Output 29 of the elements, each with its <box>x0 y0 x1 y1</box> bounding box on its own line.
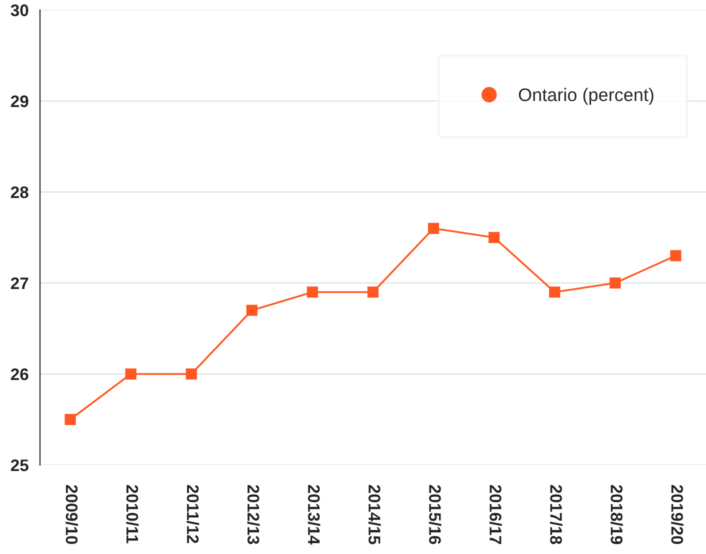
y-tick-label: 30 <box>10 4 28 16</box>
point <box>670 250 682 262</box>
x-tick-label: 2009/10 <box>66 485 78 544</box>
point <box>64 414 76 426</box>
y-tick-label: 29 <box>10 95 28 108</box>
point <box>246 304 258 316</box>
x-tick-label: 2010/11 <box>126 485 139 544</box>
point <box>549 286 560 298</box>
x-tick-label: 2011/12 <box>186 485 200 544</box>
x-tick-label: 2013/14 <box>308 485 320 545</box>
point <box>610 277 621 289</box>
y-tick-label: 25 <box>10 459 28 472</box>
point <box>367 286 379 298</box>
x-tick-label: 2014/15 <box>368 485 381 544</box>
point <box>428 222 440 234</box>
point <box>125 368 136 380</box>
x-tick-label: 2017/18 <box>550 485 562 544</box>
y-tick-label: 26 <box>10 368 28 380</box>
point <box>306 286 318 298</box>
point <box>186 368 197 380</box>
x-tick-label: 2018/19 <box>610 485 623 544</box>
x-tick-label: 2015/16 <box>428 485 442 544</box>
x-tick-label: 2019/20 <box>671 485 684 544</box>
x-tick-label: 2016/17 <box>489 485 502 544</box>
legend-label: Ontario (percent) <box>518 88 654 105</box>
y-tick-label: 27 <box>10 277 28 290</box>
x-tick-label: 2012/13 <box>247 485 260 544</box>
y-tick-label: 28 <box>10 186 28 198</box>
point <box>488 232 500 244</box>
